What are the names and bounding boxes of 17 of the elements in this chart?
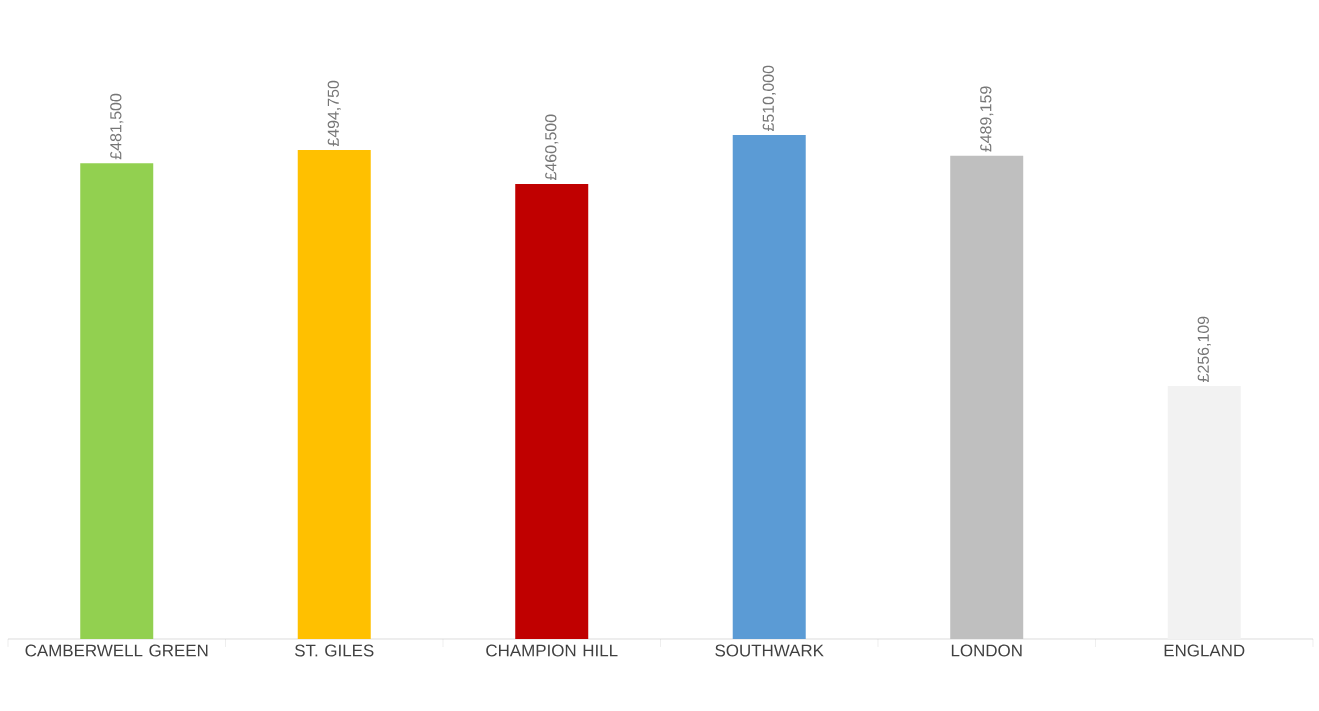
x-tick-label: SOUTHWARK [715,644,824,657]
bar [297,150,371,639]
x-tick-label: CAMBERWELL GREEN [25,644,208,657]
data-label: £494,750 [327,80,341,147]
x-tick-label: ST. GILES [295,644,374,657]
bar [732,135,806,639]
data-label: £256,109 [1197,316,1211,382]
bar [80,163,154,639]
bar [950,155,1024,639]
data-label: £460,500 [545,114,559,180]
bar [515,183,589,639]
data-label: £489,159 [980,86,994,152]
x-tick-label: ENGLAND [1164,644,1245,657]
x-tick-label: LONDON [951,644,1022,657]
x-tick-label: CHAMPION HILL [486,644,618,657]
data-label: £510,000 [762,65,776,132]
data-label: £481,500 [110,93,124,160]
